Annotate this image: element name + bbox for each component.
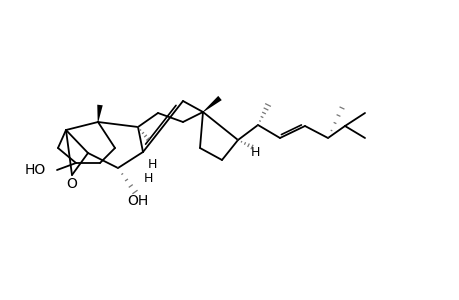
Polygon shape [97, 105, 102, 122]
Text: HO: HO [24, 163, 45, 177]
Text: H: H [250, 146, 259, 158]
Text: H: H [147, 158, 157, 172]
Text: H: H [143, 172, 152, 184]
Text: O: O [67, 177, 77, 191]
Text: OH: OH [127, 194, 148, 208]
Polygon shape [202, 96, 221, 112]
